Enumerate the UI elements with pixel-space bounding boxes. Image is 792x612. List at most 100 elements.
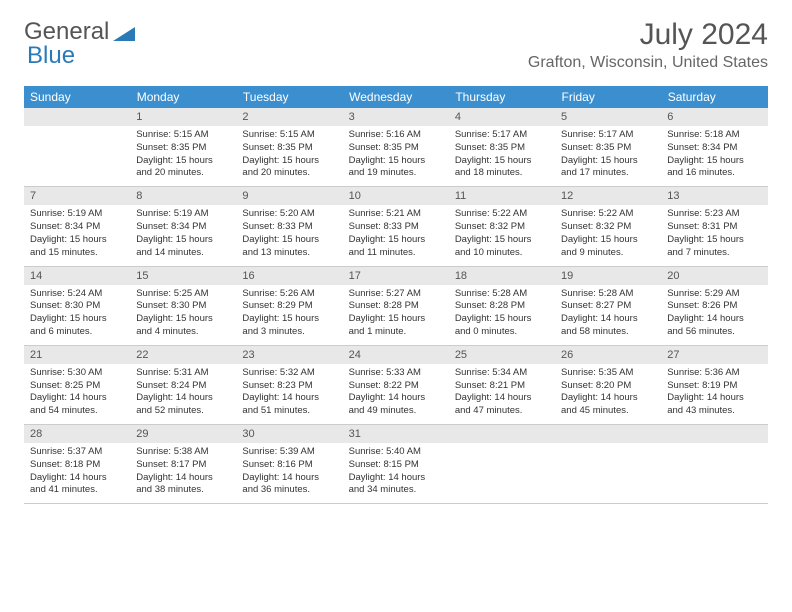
day-content: Sunrise: 5:22 AMSunset: 8:32 PMDaylight:… (449, 205, 555, 265)
daylight-line: Daylight: 14 hours and 34 minutes. (349, 472, 443, 498)
day-number (661, 425, 767, 443)
content-row: Sunrise: 5:19 AMSunset: 8:34 PMDaylight:… (24, 205, 768, 266)
daynum-cell: 29 (130, 425, 236, 444)
day-number: 10 (343, 187, 449, 205)
daynum-row: 14151617181920 (24, 266, 768, 285)
daynum-cell: 14 (24, 266, 130, 285)
day-content: Sunrise: 5:31 AMSunset: 8:24 PMDaylight:… (130, 364, 236, 424)
day-content: Sunrise: 5:28 AMSunset: 8:28 PMDaylight:… (449, 285, 555, 345)
content-row: Sunrise: 5:37 AMSunset: 8:18 PMDaylight:… (24, 443, 768, 504)
sunrise-line: Sunrise: 5:28 AM (455, 288, 549, 301)
sunset-line: Sunset: 8:21 PM (455, 380, 549, 393)
day-cell: Sunrise: 5:35 AMSunset: 8:20 PMDaylight:… (555, 364, 661, 425)
day-cell: Sunrise: 5:15 AMSunset: 8:35 PMDaylight:… (130, 126, 236, 187)
day-cell: Sunrise: 5:24 AMSunset: 8:30 PMDaylight:… (24, 285, 130, 346)
daynum-cell: 17 (343, 266, 449, 285)
daylight-line: Daylight: 14 hours and 56 minutes. (667, 313, 761, 339)
daynum-cell: 13 (661, 187, 767, 206)
day-number: 25 (449, 346, 555, 364)
day-number: 28 (24, 425, 130, 443)
daynum-row: 123456 (24, 108, 768, 126)
sunset-line: Sunset: 8:27 PM (561, 300, 655, 313)
logo-triangle-icon (113, 23, 135, 41)
sunset-line: Sunset: 8:29 PM (242, 300, 336, 313)
sunset-line: Sunset: 8:28 PM (349, 300, 443, 313)
daylight-line: Daylight: 15 hours and 7 minutes. (667, 234, 761, 260)
content-row: Sunrise: 5:30 AMSunset: 8:25 PMDaylight:… (24, 364, 768, 425)
day-content: Sunrise: 5:17 AMSunset: 8:35 PMDaylight:… (449, 126, 555, 186)
day-content: Sunrise: 5:22 AMSunset: 8:32 PMDaylight:… (555, 205, 661, 265)
day-number: 3 (343, 108, 449, 126)
daylight-line: Daylight: 15 hours and 13 minutes. (242, 234, 336, 260)
day-number: 26 (555, 346, 661, 364)
sunset-line: Sunset: 8:22 PM (349, 380, 443, 393)
sunset-line: Sunset: 8:30 PM (136, 300, 230, 313)
sunset-line: Sunset: 8:35 PM (561, 142, 655, 155)
daynum-cell: 23 (236, 345, 342, 364)
day-cell (555, 443, 661, 504)
day-cell (449, 443, 555, 504)
daylight-line: Daylight: 14 hours and 45 minutes. (561, 392, 655, 418)
daynum-cell: 28 (24, 425, 130, 444)
day-cell: Sunrise: 5:34 AMSunset: 8:21 PMDaylight:… (449, 364, 555, 425)
day-content: Sunrise: 5:34 AMSunset: 8:21 PMDaylight:… (449, 364, 555, 424)
sunset-line: Sunset: 8:35 PM (455, 142, 549, 155)
day-header: Wednesday (343, 86, 449, 108)
sunset-line: Sunset: 8:30 PM (30, 300, 124, 313)
daynum-cell: 18 (449, 266, 555, 285)
day-content: Sunrise: 5:20 AMSunset: 8:33 PMDaylight:… (236, 205, 342, 265)
sunrise-line: Sunrise: 5:34 AM (455, 367, 549, 380)
daynum-cell: 25 (449, 345, 555, 364)
daynum-cell (555, 425, 661, 444)
day-content: Sunrise: 5:16 AMSunset: 8:35 PMDaylight:… (343, 126, 449, 186)
daylight-line: Daylight: 15 hours and 16 minutes. (667, 155, 761, 181)
sunset-line: Sunset: 8:18 PM (30, 459, 124, 472)
daylight-line: Daylight: 15 hours and 17 minutes. (561, 155, 655, 181)
sunrise-line: Sunrise: 5:39 AM (242, 446, 336, 459)
day-content: Sunrise: 5:37 AMSunset: 8:18 PMDaylight:… (24, 443, 130, 503)
day-content: Sunrise: 5:32 AMSunset: 8:23 PMDaylight:… (236, 364, 342, 424)
day-number: 21 (24, 346, 130, 364)
sunset-line: Sunset: 8:26 PM (667, 300, 761, 313)
day-number: 19 (555, 267, 661, 285)
daylight-line: Daylight: 15 hours and 20 minutes. (136, 155, 230, 181)
sunrise-line: Sunrise: 5:22 AM (455, 208, 549, 221)
day-content: Sunrise: 5:15 AMSunset: 8:35 PMDaylight:… (236, 126, 342, 186)
daylight-line: Daylight: 15 hours and 9 minutes. (561, 234, 655, 260)
day-cell: Sunrise: 5:27 AMSunset: 8:28 PMDaylight:… (343, 285, 449, 346)
day-number: 29 (130, 425, 236, 443)
day-content: Sunrise: 5:19 AMSunset: 8:34 PMDaylight:… (130, 205, 236, 265)
day-number: 13 (661, 187, 767, 205)
day-cell: Sunrise: 5:26 AMSunset: 8:29 PMDaylight:… (236, 285, 342, 346)
day-number: 14 (24, 267, 130, 285)
day-content (449, 443, 555, 499)
day-cell: Sunrise: 5:33 AMSunset: 8:22 PMDaylight:… (343, 364, 449, 425)
daynum-cell: 12 (555, 187, 661, 206)
day-number: 15 (130, 267, 236, 285)
day-number: 12 (555, 187, 661, 205)
daynum-cell (24, 108, 130, 126)
calendar-body: 123456Sunrise: 5:15 AMSunset: 8:35 PMDay… (24, 108, 768, 504)
daylight-line: Daylight: 14 hours and 51 minutes. (242, 392, 336, 418)
daylight-line: Daylight: 14 hours and 52 minutes. (136, 392, 230, 418)
daynum-cell: 7 (24, 187, 130, 206)
day-number: 17 (343, 267, 449, 285)
header: General July 2024 Grafton, Wisconsin, Un… (24, 18, 768, 72)
sunrise-line: Sunrise: 5:27 AM (349, 288, 443, 301)
daylight-line: Daylight: 14 hours and 49 minutes. (349, 392, 443, 418)
daynum-cell (661, 425, 767, 444)
daylight-line: Daylight: 15 hours and 14 minutes. (136, 234, 230, 260)
day-number: 18 (449, 267, 555, 285)
daynum-cell: 22 (130, 345, 236, 364)
day-content (661, 443, 767, 499)
day-cell: Sunrise: 5:20 AMSunset: 8:33 PMDaylight:… (236, 205, 342, 266)
day-number: 31 (343, 425, 449, 443)
sunrise-line: Sunrise: 5:32 AM (242, 367, 336, 380)
sunrise-line: Sunrise: 5:38 AM (136, 446, 230, 459)
day-cell (24, 126, 130, 187)
day-number: 20 (661, 267, 767, 285)
sunrise-line: Sunrise: 5:18 AM (667, 129, 761, 142)
daynum-cell (449, 425, 555, 444)
day-content: Sunrise: 5:18 AMSunset: 8:34 PMDaylight:… (661, 126, 767, 186)
month-title: July 2024 (528, 18, 768, 52)
